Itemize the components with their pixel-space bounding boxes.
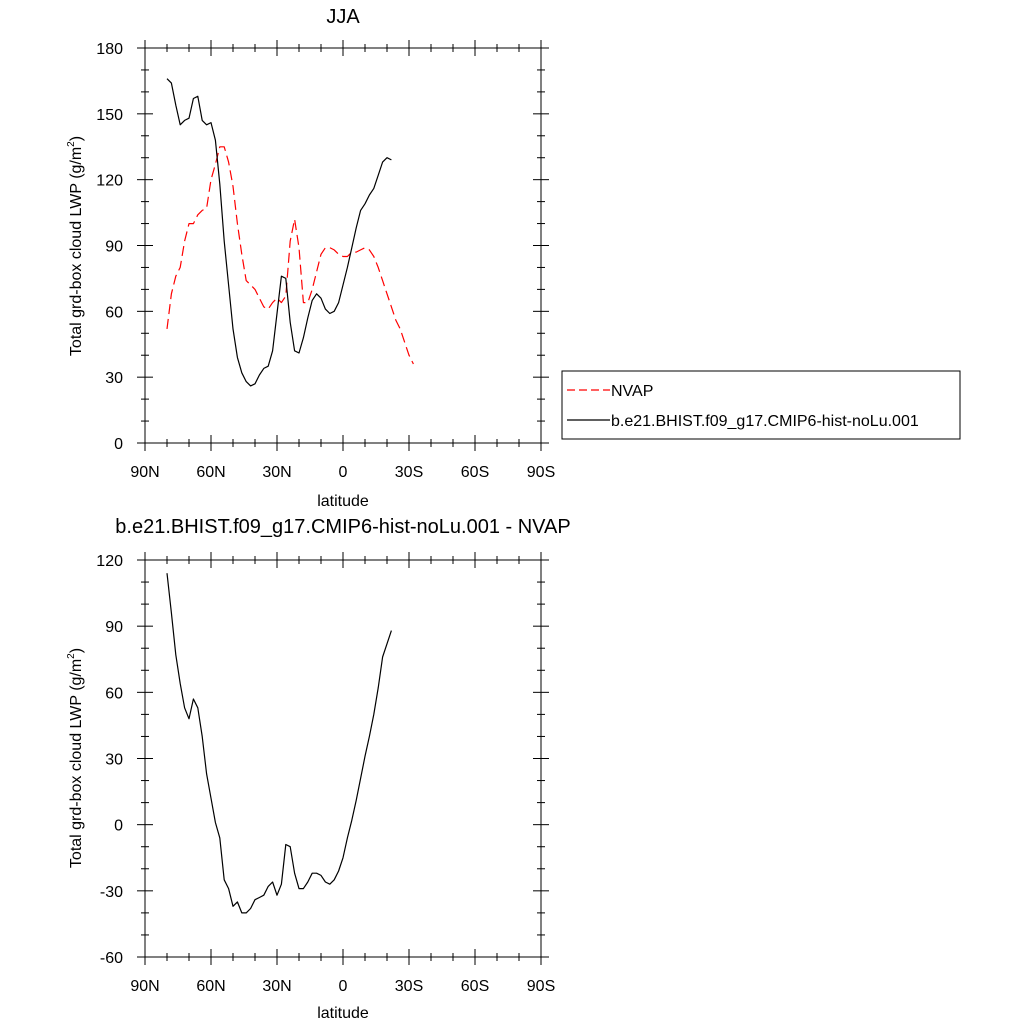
top-x-tick-label: 30N	[262, 464, 291, 481]
legend-frame	[561, 370, 961, 440]
top-chart-title: JJA	[326, 6, 360, 28]
bottom-x-tick-label: 90S	[527, 978, 555, 995]
legend-label-nvap: NVAP	[611, 383, 653, 400]
bottom-y-tick-label: 120	[96, 553, 123, 570]
bottom-y-tick-label: 30	[105, 752, 123, 769]
top-x-tick-label: 90N	[130, 464, 159, 481]
top-x-tick-label: 30S	[395, 464, 423, 481]
legend-label-model: b.e21.BHIST.f09_g17.CMIP6-hist-noLu.001	[611, 413, 919, 430]
bottom-x-tick-label: 0	[339, 978, 348, 995]
bottom-x-tick-label: 30S	[395, 978, 423, 995]
bottom-y-tick-label: -60	[100, 950, 123, 967]
bottom-x-tick-label: 30N	[262, 978, 291, 995]
top-x-tick-label: 90S	[527, 464, 555, 481]
top-plot-frame	[144, 47, 542, 444]
bottom-series-line-1	[166, 573, 392, 914]
top-y-tick-label: 90	[105, 239, 123, 256]
bottom-y-axis-label: Total grd-box cloud LWP (g/m2)	[66, 648, 85, 868]
top-axis-ticks: 90N 60N 30N 0 30S 60S 90S 0 30 60 90 120 150 180	[96, 40, 555, 481]
bottom-x-tick-label: 60S	[461, 978, 489, 995]
top-y-tick-label: 30	[105, 370, 123, 387]
top-y-tick-label: 0	[114, 436, 123, 453]
bottom-chart-panel: b.e21.BHIST.f09_g17.CMIP6-hist-noLu.001 …	[66, 516, 571, 1022]
top-y-axis-label-close: )	[68, 136, 85, 141]
bottom-y-axis-label-close: )	[68, 648, 85, 653]
bottom-y-tick-label: 60	[105, 685, 123, 702]
top-x-tick-label: 0	[339, 464, 348, 481]
bottom-y-axis-label-superscript: 2	[66, 653, 77, 659]
bottom-chart-title: b.e21.BHIST.f09_g17.CMIP6-hist-noLu.001 …	[115, 516, 570, 538]
top-series-line-1	[166, 146, 414, 365]
top-y-axis-label-superscript: 2	[66, 141, 77, 147]
top-x-tick-label: 60S	[461, 464, 489, 481]
top-y-tick-label: 60	[105, 304, 123, 321]
top-y-tick-label: 120	[96, 173, 123, 190]
bottom-y-tick-label: -30	[100, 884, 123, 901]
bottom-axis-ticks: 90N 60N 30N 0 30S 60S 90S -60 -30 0 30 60 90 120	[96, 552, 555, 995]
top-y-axis-label-main: Total grd-box cloud LWP (g/m	[68, 147, 85, 356]
top-series-layer	[166, 78, 414, 387]
top-y-axis-label: Total grd-box cloud LWP (g/m2)	[66, 136, 85, 356]
top-x-tick-label: 60N	[196, 464, 225, 481]
top-y-tick-label: 180	[96, 41, 123, 58]
bottom-y-tick-label: 90	[105, 619, 123, 636]
bottom-x-tick-label: 60N	[196, 978, 225, 995]
bottom-series-layer	[166, 573, 392, 914]
bottom-y-axis-label-main: Total grd-box cloud LWP (g/m	[68, 659, 85, 868]
bottom-x-axis-label: latitude	[317, 1005, 369, 1022]
top-y-tick-label: 150	[96, 107, 123, 124]
top-series-line-2	[166, 78, 392, 387]
bottom-y-tick-label: 0	[114, 818, 123, 835]
top-chart-panel: JJA 90N 60N 30N 0 30S 60S 90S0306090120150180 …	[66, 6, 555, 510]
top-x-axis-label: latitude	[317, 493, 369, 510]
bottom-x-tick-label: 90N	[130, 978, 159, 995]
legend: NVAP b.e21.BHIST.f09_g17.CMIP6-hist-noLu…	[561, 370, 961, 440]
